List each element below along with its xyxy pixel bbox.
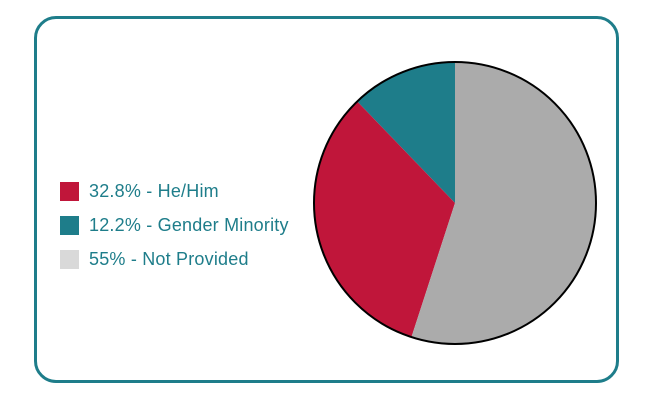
- legend-swatch-not-provided: [60, 249, 79, 269]
- legend-label-not-provided: 55% - Not Provided: [89, 248, 249, 269]
- pie-slices: [313, 61, 597, 345]
- legend-swatch-gender-minority: [60, 215, 79, 235]
- pie-slice-he-him: [314, 101, 455, 338]
- chart-legend: 32.8% - He/Him 12.2% - Gender Minority 5…: [60, 174, 289, 276]
- pie-outline: [313, 61, 597, 345]
- legend-swatch-he-him: [60, 181, 79, 201]
- legend-item-not-provided: 55% - Not Provided: [60, 242, 289, 276]
- legend-item-he-him: 32.8% - He/Him: [60, 174, 289, 208]
- legend-label-he-him: 32.8% - He/Him: [89, 180, 219, 201]
- legend-label-gender-minority: 12.2% - Gender Minority: [89, 214, 289, 235]
- pie-slice-gender-minority: [357, 62, 455, 203]
- pie-slice-not-provided: [411, 62, 596, 344]
- pie-chart: [313, 61, 597, 345]
- legend-item-gender-minority: 12.2% - Gender Minority: [60, 208, 289, 242]
